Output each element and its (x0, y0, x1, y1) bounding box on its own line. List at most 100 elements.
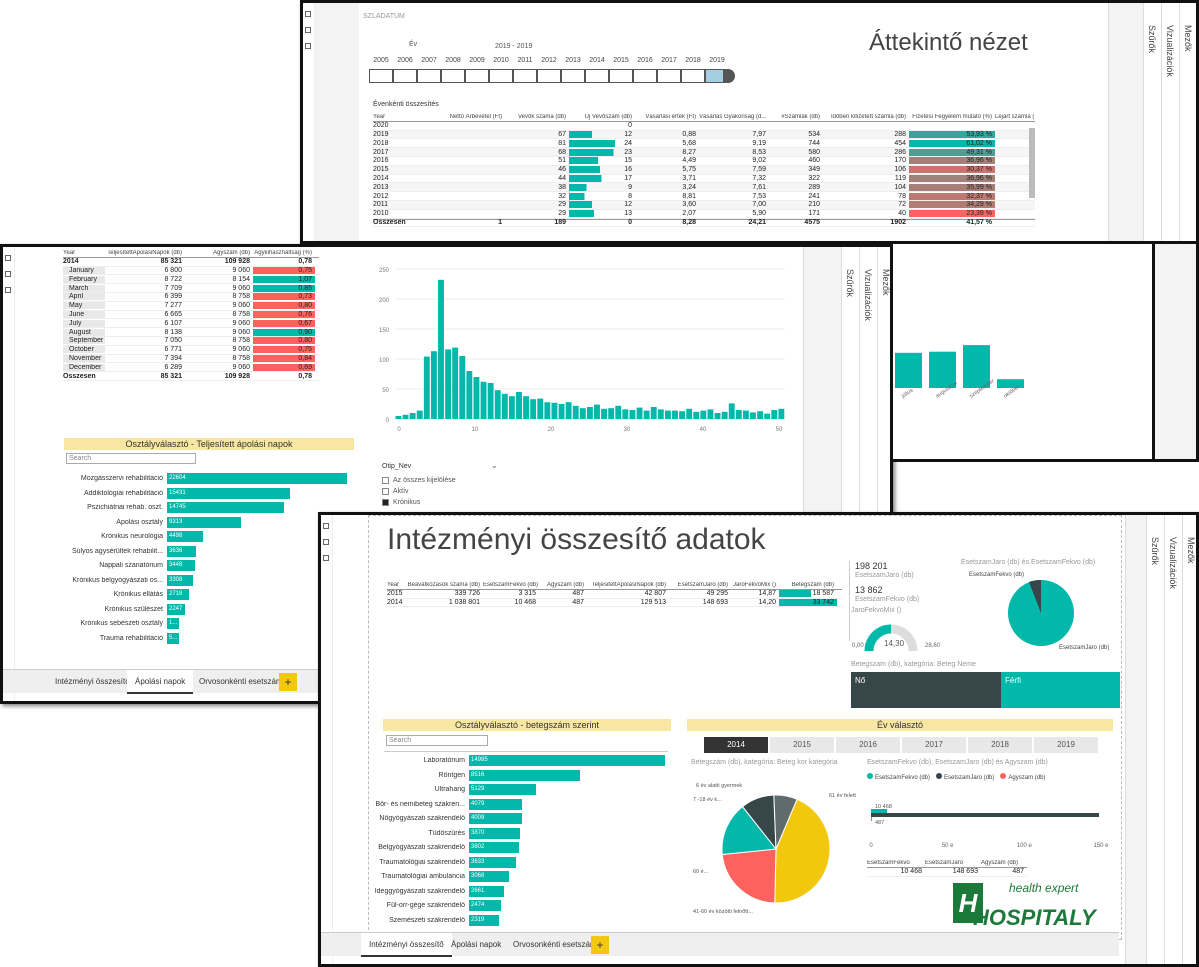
filter-item[interactable]: Az összes kijelölése (382, 475, 456, 486)
data-view-icon[interactable] (5, 271, 11, 277)
add-page-button[interactable]: + (591, 936, 609, 954)
visualizations-pane[interactable]: Vizualizációk (1161, 3, 1179, 241)
table-row[interactable]: March 7 709 9 060 0,85 (63, 284, 319, 293)
table-row[interactable]: July 6 107 9 060 0,67 (63, 319, 319, 329)
legend-item[interactable]: Agyszam (db) (1000, 773, 1045, 781)
year-slicer-cell[interactable] (657, 69, 681, 83)
table-scrollbar[interactable] (1029, 128, 1035, 198)
year-slicer[interactable]: 2005 2006 2007 2008 2009 2010 2011 2012 2013 2014… (369, 57, 741, 85)
list-item[interactable]: Szemészeti szakrendelő 2319 (361, 914, 681, 927)
checkbox[interactable] (382, 477, 389, 484)
list-item[interactable]: Tüdőszűrés 3870 (361, 827, 681, 840)
comparison-bar[interactable] (871, 809, 888, 813)
list-item[interactable]: Krónikus sebészeti osztály 1... (66, 618, 351, 630)
histogram-bar[interactable] (523, 396, 530, 419)
histogram-bar[interactable] (657, 409, 664, 419)
list-item[interactable]: Bőr- és nemibeteg szakren... 4079 (361, 798, 681, 811)
tab-orvosonkenti[interactable]: Orvosonkénti esetszám (513, 940, 597, 949)
histogram-bar[interactable] (778, 408, 785, 419)
year-slicer-cell[interactable] (489, 69, 513, 83)
histogram-bar[interactable] (473, 377, 480, 419)
year-slicer-cell[interactable] (609, 69, 633, 83)
histogram-bar[interactable] (693, 411, 700, 419)
table-row[interactable]: August 8 138 9 060 0,90 (63, 328, 319, 337)
year-slicer-cell[interactable] (441, 69, 465, 83)
list-item[interactable]: Ápolási osztály 9313 (66, 516, 351, 529)
month-bar[interactable] (997, 379, 1024, 388)
histogram-bar[interactable] (508, 396, 515, 419)
table-row[interactable]: December 6 289 9 060 0,69 (63, 363, 319, 373)
histogram-bar[interactable] (452, 347, 459, 419)
table-row[interactable]: 2019 67 12 0,88 7,97 534 288 53,93 % (373, 130, 1035, 140)
table-row[interactable]: 2010 29 13 2,07 5,90 171 40 23,39 % (373, 210, 1035, 219)
table-row[interactable]: January 6 800 9 060 0,75 (63, 266, 319, 276)
histogram-bar[interactable] (622, 409, 629, 419)
list-item[interactable]: Krónikus neurológia 4498 (66, 531, 351, 543)
histogram-bar[interactable] (544, 402, 551, 419)
month-bar[interactable] (895, 352, 922, 388)
column-header[interactable]: Lejárt számla ( (995, 113, 1035, 120)
dept-search-input[interactable]: Search (66, 453, 196, 464)
column-header[interactable]: Vevők száma (db) (517, 113, 566, 120)
table-row[interactable]: 2014 44 17 3,71 7,32 322 119 36,96 % (373, 174, 1035, 184)
list-item[interactable]: Fül-orr-gége szakrendelő 2474 (361, 900, 681, 912)
table-row[interactable]: November 7 394 8 758 0,84 (63, 354, 319, 364)
comparison-bar[interactable] (871, 813, 1099, 817)
fields-pane[interactable]: Mezők (1182, 515, 1196, 964)
list-item[interactable]: Trauma rehabilitáció 5... (66, 632, 351, 645)
year-slicer-cell[interactable] (513, 69, 537, 83)
histogram-bar[interactable] (501, 393, 508, 419)
data-view-icon[interactable] (305, 27, 311, 33)
year-slicer-cell[interactable] (681, 69, 705, 83)
pie-slice[interactable] (721, 848, 777, 904)
year-button[interactable]: 2015 (770, 737, 834, 753)
data-view-icon[interactable] (323, 539, 329, 545)
model-view-icon[interactable] (323, 555, 329, 561)
list-item[interactable]: Krónikus belgyógyászati os... 3308 (66, 574, 351, 587)
histogram-bar[interactable] (629, 410, 636, 419)
histogram-bar[interactable] (516, 392, 522, 419)
column-header[interactable]: Betegszam (db) (791, 581, 834, 588)
histogram-bar[interactable] (438, 279, 444, 419)
histogram-bar[interactable] (757, 411, 764, 419)
table-row[interactable]: 2020 0 (373, 122, 1035, 131)
year-slicer-cell[interactable] (537, 69, 561, 83)
tab-intezmenyi[interactable]: Intézményi összesítő (361, 933, 452, 957)
histogram-bar[interactable] (459, 356, 466, 419)
column-header[interactable]: EsetszamJaro (925, 859, 964, 866)
histogram-bar[interactable] (601, 408, 608, 419)
add-page-button[interactable]: + (279, 673, 297, 691)
year-button[interactable]: 2016 (836, 737, 900, 753)
histogram-bar[interactable] (423, 356, 430, 419)
list-item[interactable]: Súlyos agysérültek rehabilit... 3636 (66, 545, 351, 558)
histogram-bar[interactable] (721, 411, 728, 419)
table-row[interactable]: 2013 38 9 3,24 7,61 289 104 35,99 % (373, 183, 1035, 193)
table-row[interactable]: September 7 050 8 758 0,80 (63, 337, 319, 346)
histogram-bar[interactable] (700, 410, 707, 419)
pie-slice[interactable] (774, 798, 831, 904)
histogram-bar[interactable] (409, 413, 416, 419)
histogram-bar[interactable] (707, 409, 714, 419)
report-view-icon[interactable] (5, 255, 11, 261)
histogram-bar[interactable] (714, 413, 721, 419)
filter-item[interactable]: Aktív (382, 486, 456, 497)
pie-slice[interactable] (721, 805, 777, 856)
histogram-bar[interactable] (615, 405, 622, 419)
list-item[interactable]: Traumatológiai szakrendelő 3633 (361, 856, 681, 869)
list-item[interactable]: Pszichiátriai rehab. oszt. 14745 (66, 502, 351, 514)
filter-item[interactable]: Krónikus (382, 497, 456, 508)
column-header[interactable]: Agyszam (db) (546, 581, 584, 588)
table-row[interactable]: 2015 46 16 5,75 7,59 349 106 30,37 % (373, 165, 1035, 175)
list-item[interactable]: Ultrahang 5129 (361, 784, 681, 796)
year-button[interactable]: 2018 (968, 737, 1032, 753)
histogram-bar[interactable] (395, 416, 402, 419)
year-slicer-cell[interactable] (369, 69, 393, 83)
slicer-handle[interactable] (723, 69, 735, 83)
table-row[interactable]: 2015 339 726 3 315 487 42 807 49 295 14,87 18 5… (387, 590, 842, 599)
histogram-bar[interactable] (594, 404, 600, 419)
tab-intezmenyi[interactable]: Intézményi összesítő (55, 677, 130, 686)
table-row[interactable]: 2018 81 24 5,68 9,19 744 454 61,02 % (373, 139, 1035, 149)
year-button[interactable]: 2019 (1034, 737, 1098, 753)
histogram-bar[interactable] (664, 410, 671, 419)
histogram-bar[interactable] (494, 390, 501, 419)
